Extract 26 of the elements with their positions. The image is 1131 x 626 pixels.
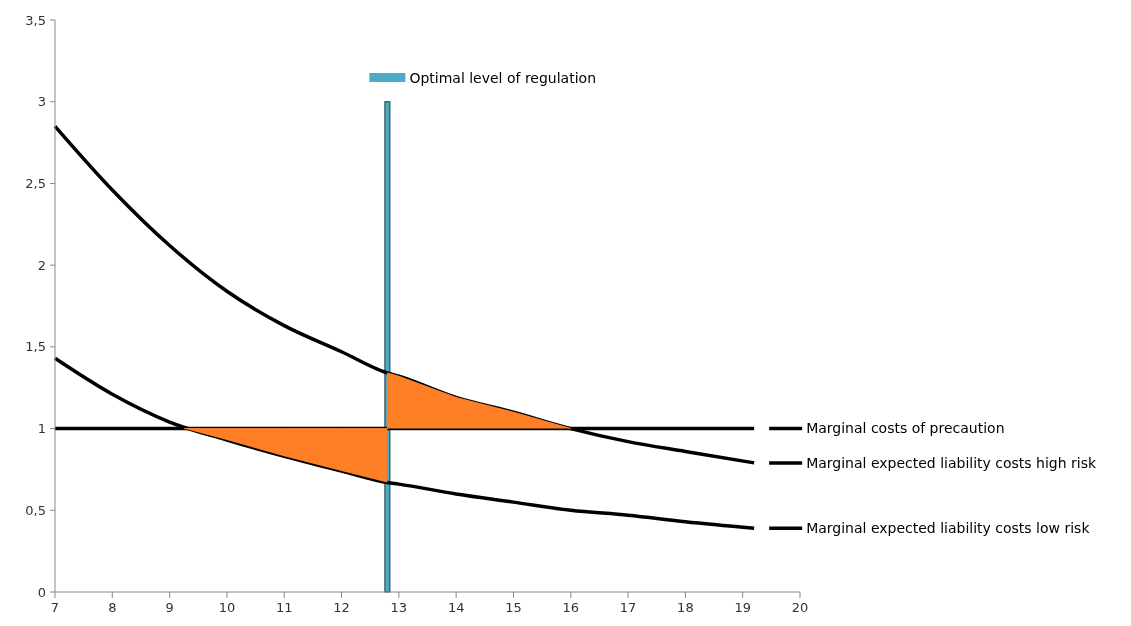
x-tick-label: 14 — [447, 600, 465, 615]
legend-label: Marginal costs of precaution — [806, 420, 1005, 437]
x-tick-label: 19 — [734, 600, 751, 615]
y-tick-label: 0 — [37, 584, 46, 600]
y-tick-label: 3 — [37, 94, 46, 110]
y-tick-label: 0,5 — [25, 502, 46, 518]
x-tick-label: 18 — [677, 600, 694, 615]
x-tick-label: 17 — [619, 600, 637, 615]
x-tick-label: 7 — [50, 600, 60, 615]
x-tick-label: 9 — [165, 600, 174, 615]
x-tick-label: 11 — [275, 600, 293, 615]
legend-label: Marginal expected liability costs high risk — [806, 454, 1098, 471]
legend-label: Marginal expected liability costs low risk — [806, 520, 1091, 537]
x-tick-label: 8 — [108, 600, 117, 615]
x-tick-label: 20 — [791, 600, 809, 615]
x-tick-label: 16 — [562, 600, 580, 615]
y-tick-label: 2 — [37, 257, 46, 273]
y-tick-label: 3,5 — [25, 12, 46, 28]
x-tick-label: 12 — [333, 600, 350, 615]
x-tick-label: 10 — [218, 600, 236, 615]
y-tick-label: 2,5 — [25, 175, 46, 191]
x-tick-label: 13 — [390, 600, 408, 615]
y-tick-label: 1 — [37, 421, 46, 437]
y-tick-label: 1,5 — [25, 339, 46, 355]
x-tick-label: 15 — [505, 600, 522, 615]
legend-label: Optimal level of regulation — [409, 69, 597, 86]
